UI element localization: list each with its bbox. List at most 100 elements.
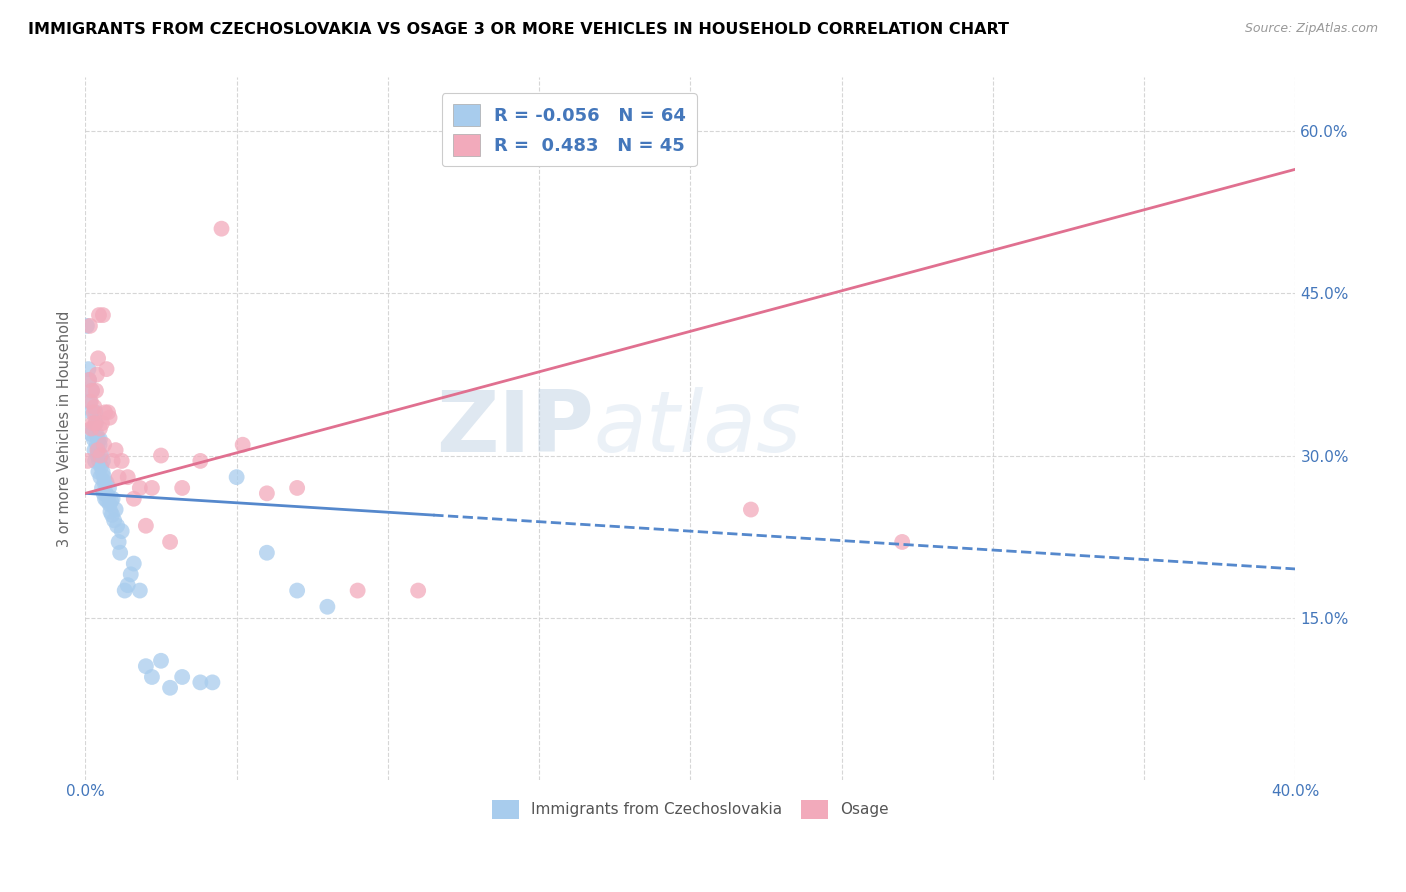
- Point: [98, 481, 121, 495]
- Point: [117, 578, 139, 592]
- Legend: Immigrants from Czechoslovakia, Osage: Immigrants from Czechoslovakia, Osage: [485, 794, 896, 824]
- Point: [87, 308, 110, 322]
- Point: [90, 449, 112, 463]
- Point: [89, 438, 111, 452]
- Text: ZIP: ZIP: [436, 387, 593, 470]
- Point: [211, 221, 233, 235]
- Point: [89, 470, 111, 484]
- Point: [90, 459, 112, 474]
- Point: [86, 449, 108, 463]
- Point: [82, 416, 104, 430]
- Point: [76, 318, 98, 333]
- Point: [101, 491, 124, 506]
- Point: [97, 490, 120, 504]
- Point: [406, 583, 429, 598]
- Point: [93, 470, 115, 484]
- Point: [89, 421, 111, 435]
- Point: [108, 546, 131, 560]
- Point: [94, 486, 117, 500]
- Point: [91, 308, 114, 322]
- Text: Source: ZipAtlas.com: Source: ZipAtlas.com: [1244, 22, 1378, 36]
- Point: [104, 443, 127, 458]
- Point: [83, 405, 105, 419]
- Point: [101, 454, 124, 468]
- Point: [100, 505, 122, 519]
- Point: [84, 384, 107, 398]
- Point: [83, 443, 105, 458]
- Point: [86, 438, 108, 452]
- Point: [84, 416, 107, 430]
- Point: [94, 405, 117, 419]
- Point: [93, 475, 115, 490]
- Point: [83, 433, 105, 447]
- Point: [89, 433, 111, 447]
- Point: [122, 557, 145, 571]
- Point: [87, 351, 110, 366]
- Point: [87, 443, 110, 458]
- Point: [117, 470, 139, 484]
- Point: [104, 502, 127, 516]
- Point: [256, 486, 278, 500]
- Point: [135, 518, 157, 533]
- Point: [188, 454, 211, 468]
- Point: [91, 454, 114, 468]
- Point: [101, 508, 124, 522]
- Point: [93, 486, 115, 500]
- Point: [84, 426, 107, 441]
- Point: [232, 438, 254, 452]
- Point: [80, 405, 103, 419]
- Point: [80, 384, 103, 398]
- Point: [84, 416, 107, 430]
- Point: [86, 443, 108, 458]
- Point: [285, 583, 308, 598]
- Point: [188, 675, 211, 690]
- Point: [77, 373, 100, 387]
- Point: [77, 362, 100, 376]
- Y-axis label: 3 or more Vehicles in Household: 3 or more Vehicles in Household: [58, 310, 72, 547]
- Point: [94, 491, 117, 506]
- Point: [111, 454, 134, 468]
- Point: [141, 670, 163, 684]
- Point: [84, 405, 107, 419]
- Point: [76, 454, 98, 468]
- Point: [89, 449, 111, 463]
- Point: [346, 583, 368, 598]
- Point: [87, 454, 110, 468]
- Point: [77, 373, 100, 387]
- Point: [84, 454, 107, 468]
- Point: [740, 502, 762, 516]
- Point: [114, 583, 136, 598]
- Point: [256, 546, 278, 560]
- Point: [79, 318, 101, 333]
- Point: [120, 567, 142, 582]
- Point: [122, 491, 145, 506]
- Point: [172, 481, 194, 495]
- Point: [82, 421, 104, 435]
- Text: IMMIGRANTS FROM CZECHOSLOVAKIA VS OSAGE 3 OR MORE VEHICLES IN HOUSEHOLD CORRELAT: IMMIGRANTS FROM CZECHOSLOVAKIA VS OSAGE …: [28, 22, 1010, 37]
- Point: [86, 368, 108, 382]
- Point: [111, 524, 134, 538]
- Point: [172, 670, 194, 684]
- Point: [100, 494, 122, 508]
- Point: [201, 675, 224, 690]
- Point: [135, 659, 157, 673]
- Point: [80, 384, 103, 398]
- Point: [91, 465, 114, 479]
- Point: [107, 535, 129, 549]
- Point: [128, 583, 150, 598]
- Point: [96, 475, 118, 490]
- Point: [96, 494, 118, 508]
- Point: [91, 416, 114, 430]
- Point: [128, 481, 150, 495]
- Point: [225, 470, 247, 484]
- Point: [103, 513, 125, 527]
- Point: [80, 421, 103, 435]
- Point: [91, 481, 114, 495]
- Point: [150, 654, 173, 668]
- Point: [79, 394, 101, 409]
- Point: [141, 481, 163, 495]
- Point: [80, 426, 103, 441]
- Point: [87, 465, 110, 479]
- Point: [159, 535, 181, 549]
- Point: [83, 400, 105, 414]
